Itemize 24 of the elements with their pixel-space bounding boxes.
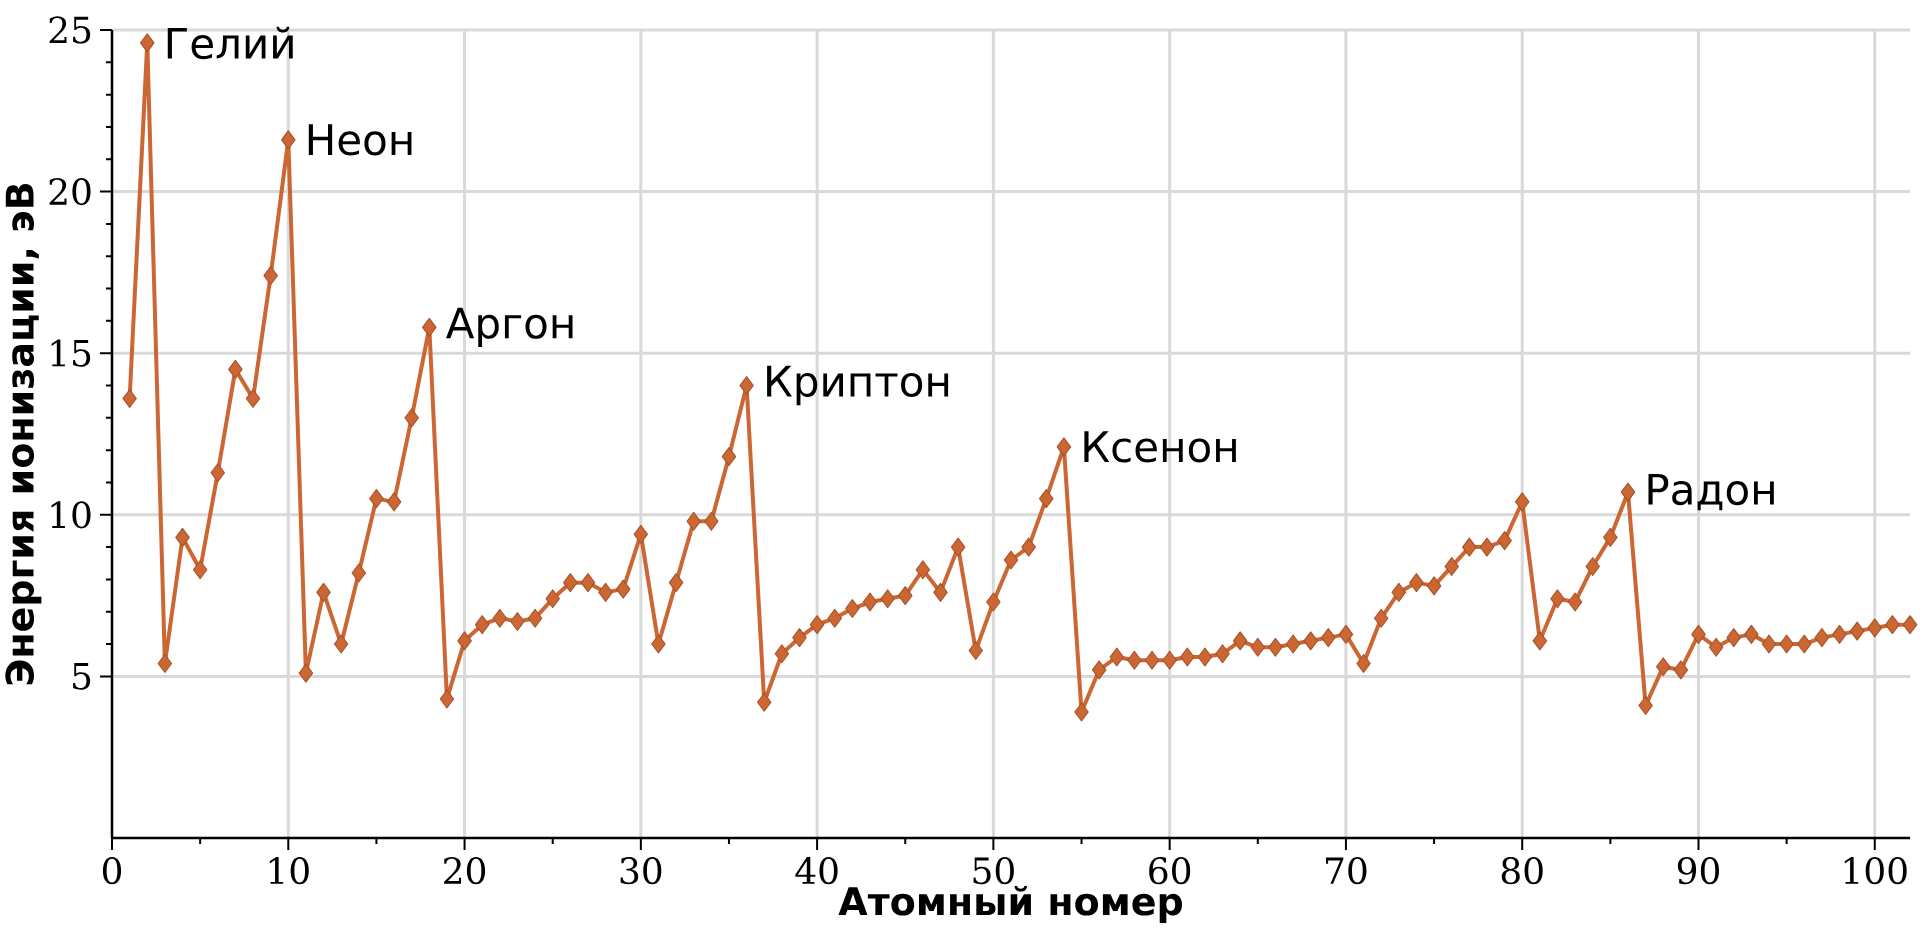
annotation: Аргон [446,307,573,348]
y-tick-label: 25 [49,16,91,44]
x-tick-label: 70 [1326,857,1367,885]
annotation: Радон [1648,473,1774,511]
x-tick-label: 40 [795,857,838,885]
annotation: Неон [308,124,412,156]
x-tick-label: 0 [102,857,122,885]
y-tick-label: 20 [49,177,91,206]
annotation: Ксенон [1084,431,1236,463]
x-tick-label: 50 [973,857,1014,885]
y-tick-label: 15 [51,339,91,367]
x-tick-label: 30 [620,857,662,885]
y-tick-label: 5 [73,663,91,690]
x-tick-label: 90 [1677,857,1719,885]
x-tick-label: 20 [444,857,486,885]
annotation: Гелий [167,26,293,60]
x-tick-label: 60 [1149,857,1191,885]
x-tick-label: 80 [1501,857,1543,885]
annotation: Криптон [767,365,949,406]
x-axis-title: Атомный номер [838,886,1182,923]
y-axis-title: Энергия ионизации, эВ [5,184,42,685]
y-tick-label: 10 [51,501,91,529]
x-tick-label: 100 [1844,857,1907,885]
x-tick-label: 10 [269,857,309,885]
